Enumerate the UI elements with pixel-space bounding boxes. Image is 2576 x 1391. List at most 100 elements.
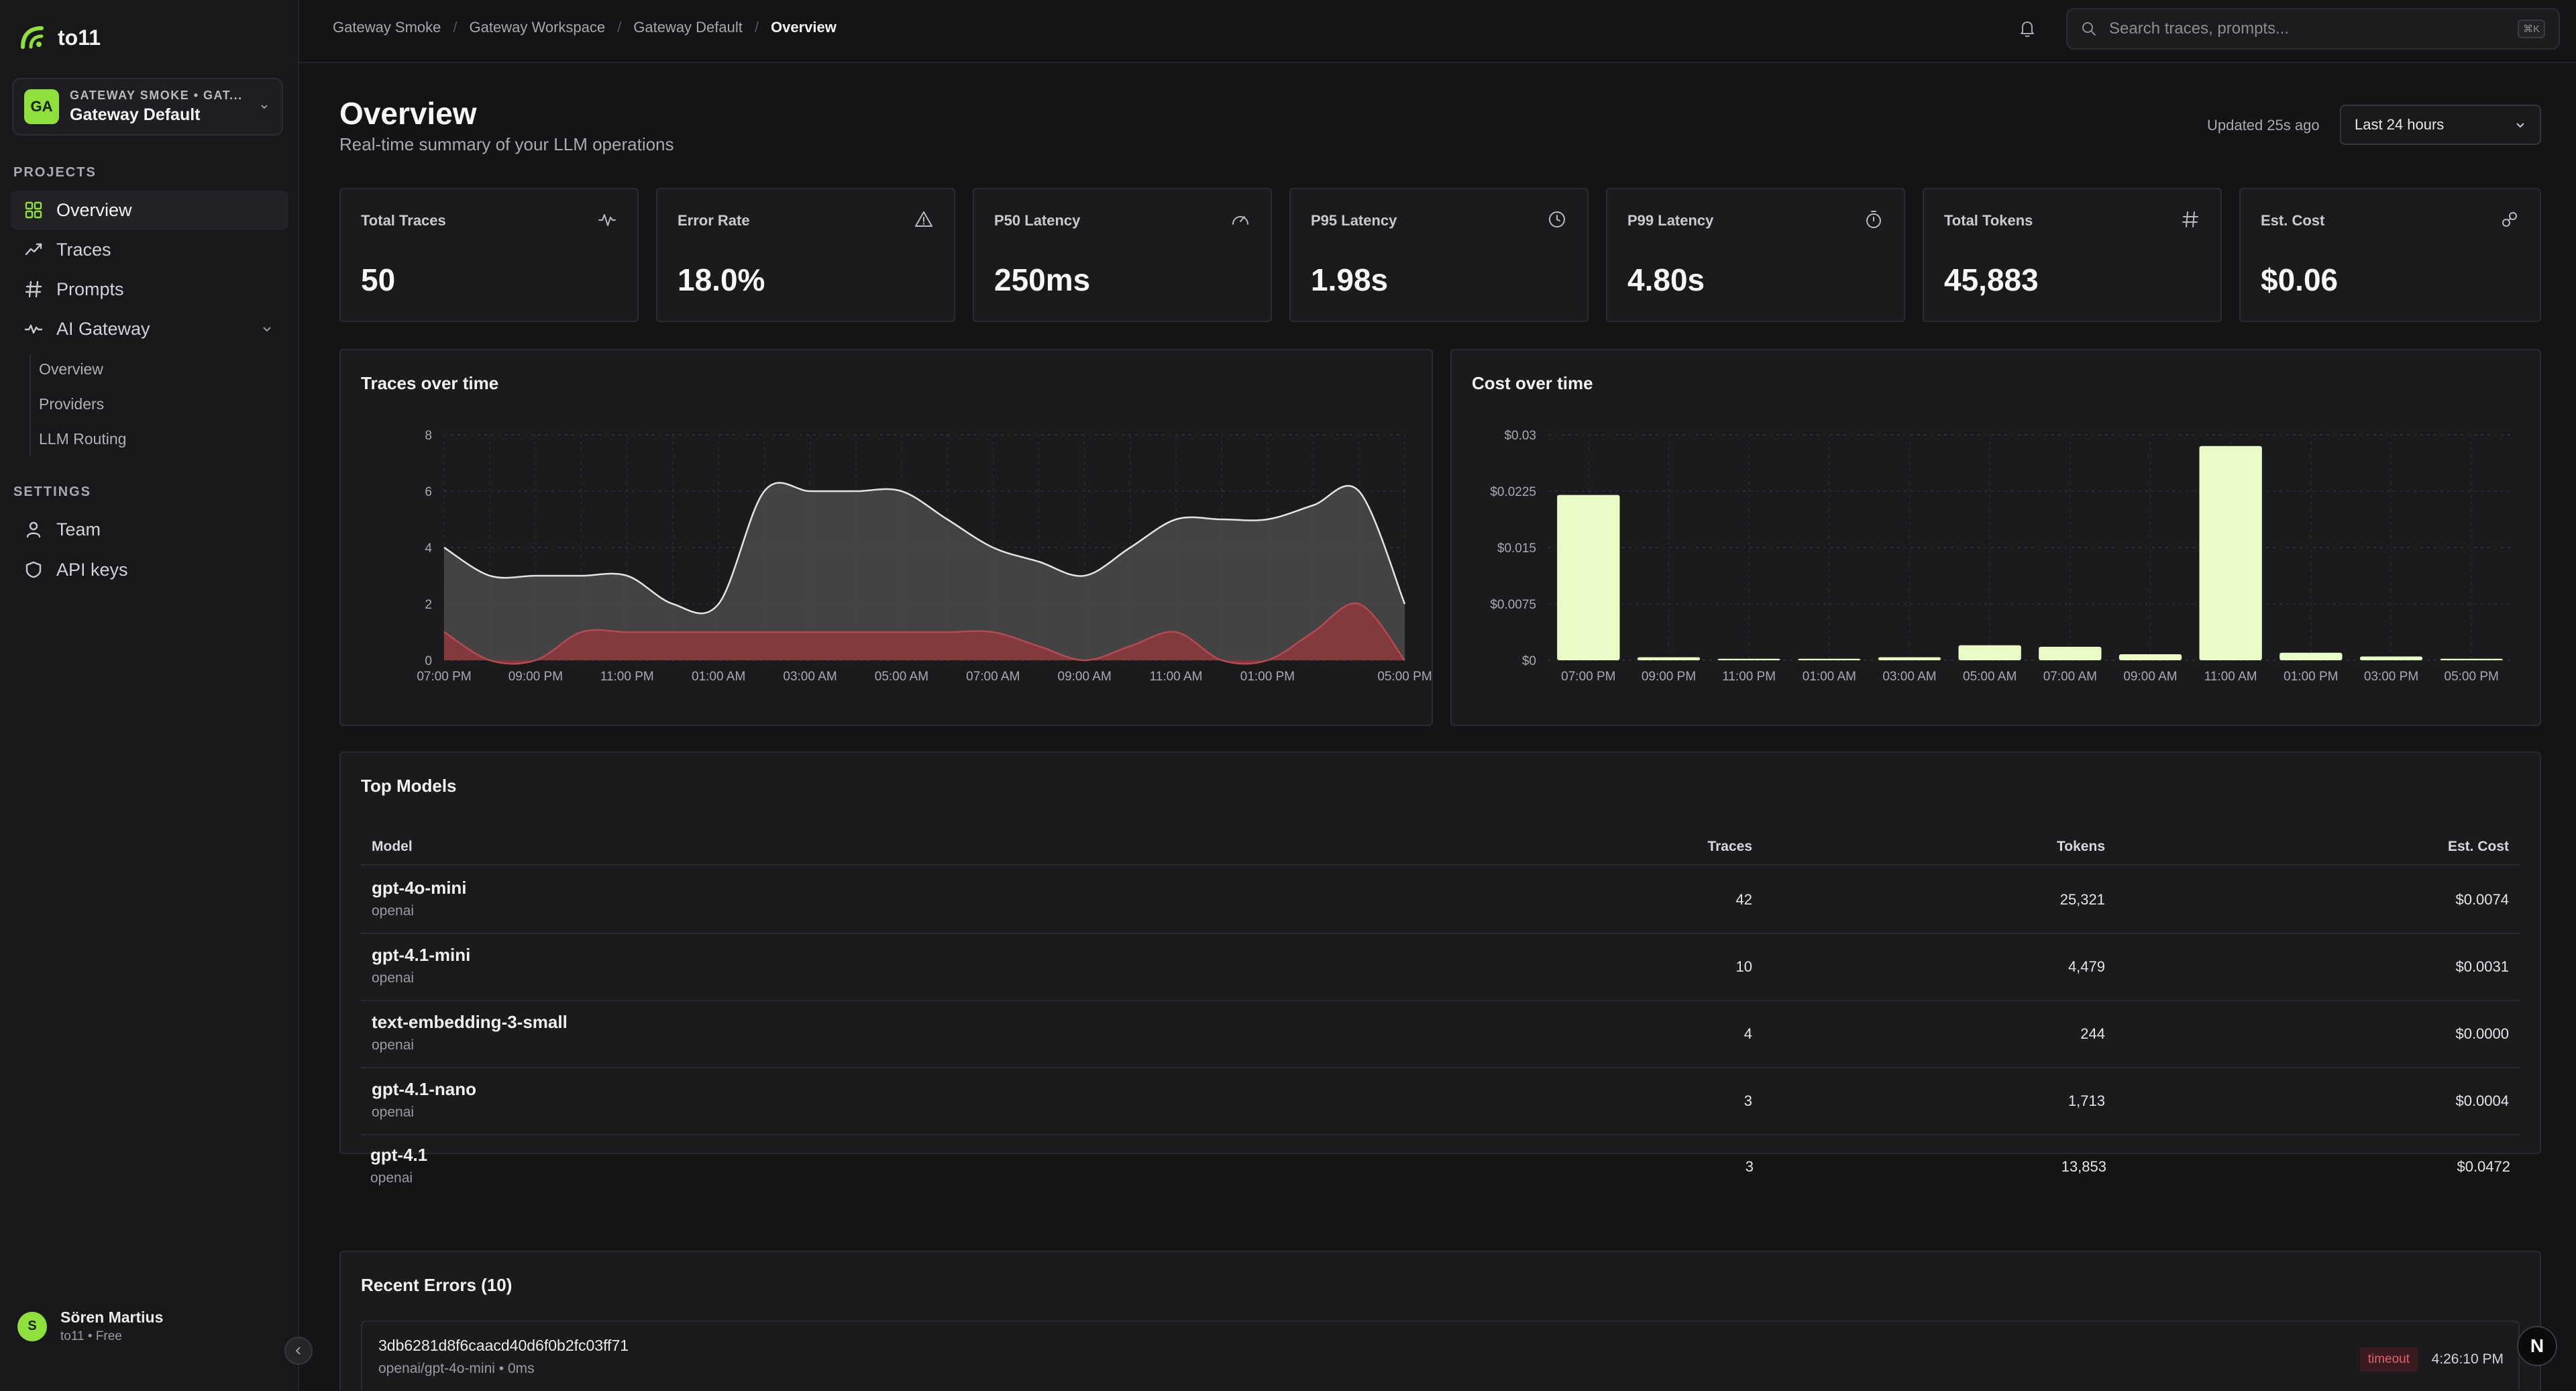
y-tick-label: 0 xyxy=(425,654,432,668)
x-tick-label: 01:00 PM xyxy=(1240,670,1295,684)
sidebar-item-label: AI Gateway xyxy=(56,318,150,339)
bell-icon[interactable] xyxy=(2017,17,2038,39)
dev-tools-badge[interactable]: N xyxy=(2517,1326,2557,1366)
stat-label: Est. Cost xyxy=(2261,212,2325,229)
breadcrumb-item[interactable]: Gateway Default xyxy=(633,19,743,36)
stat-card-p99-latency: P99 Latency 4.80s xyxy=(1606,188,1905,322)
sidebar-item-overview[interactable]: Overview xyxy=(11,191,288,229)
chart-title: Traces over time xyxy=(361,373,499,393)
x-tick-label: 01:00 AM xyxy=(692,670,745,684)
x-tick-label: 01:00 AM xyxy=(1803,670,1856,684)
sidebar-item-label: API keys xyxy=(56,559,128,580)
error-time: 4:26:10 PM xyxy=(2431,1351,2504,1367)
collapse-sidebar-button[interactable] xyxy=(284,1337,313,1365)
sidebar-item-team[interactable]: Team xyxy=(11,510,288,549)
x-tick-label: 11:00 PM xyxy=(600,670,654,684)
section-title: Recent Errors (10) xyxy=(361,1275,513,1295)
brand[interactable]: to11 xyxy=(17,23,101,52)
user-menu[interactable]: S Sören Martius to11 • Free xyxy=(17,1308,163,1344)
model-traces: 42 xyxy=(1735,891,1752,908)
sidebar-subitem-providers[interactable]: Providers xyxy=(39,395,105,413)
sidebar-item-label: Overview xyxy=(56,199,132,220)
cost-bar xyxy=(1798,658,1861,660)
link-icon xyxy=(2502,212,2517,227)
cost-bar xyxy=(2279,652,2343,660)
stat-card-est-cost: Est. Cost $0.06 xyxy=(2239,188,2541,322)
org-avatar: GA xyxy=(24,89,59,124)
column-header-traces[interactable]: Traces xyxy=(1707,839,1752,854)
model-tokens: 244 xyxy=(2080,1025,2105,1042)
chevron-updown-icon xyxy=(261,105,268,109)
model-name: gpt-4.1-mini xyxy=(372,945,471,965)
series-line xyxy=(443,602,1405,665)
x-tick-label: 11:00 AM xyxy=(2204,670,2257,684)
sidebar-item-ai-gateway[interactable]: AI Gateway xyxy=(11,309,288,348)
stat-card-total-tokens: Total Tokens 45,883 xyxy=(1923,188,2222,322)
top-models-card: Top Models Model Traces Tokens Est. Cost… xyxy=(339,752,2541,1154)
cost-bar xyxy=(1958,645,2021,660)
y-tick-label: $0.0225 xyxy=(1490,485,1536,499)
projects-section-label: PROJECTS xyxy=(13,165,97,180)
model-tokens: 25,321 xyxy=(2059,891,2105,908)
sidebar-item-api-keys[interactable]: API keys xyxy=(11,550,288,589)
series-area xyxy=(444,603,1405,664)
model-traces: 3 xyxy=(1745,1158,1754,1175)
table-row[interactable]: gpt-4.1-mini openai 10 4,479 $0.0031 xyxy=(361,934,2520,1001)
error-row[interactable]: 3db6281d8f6caacd40d6f0b2fc03ff71 openai/… xyxy=(361,1321,2520,1391)
column-header-tokens[interactable]: Tokens xyxy=(2057,839,2105,854)
table-row[interactable]: gpt-4o-mini openai 42 25,321 $0.0074 xyxy=(361,867,2520,934)
cost-bar xyxy=(2118,654,2182,660)
stat-label: P50 Latency xyxy=(994,212,1081,229)
x-tick-label: 09:00 PM xyxy=(1642,670,1696,684)
table-row[interactable]: gpt-4.1 openai 3 13,853 $0.0472 xyxy=(360,1134,2521,1201)
time-range-value: Last 24 hours xyxy=(2355,116,2445,133)
breadcrumb-item[interactable]: Gateway Workspace xyxy=(469,19,606,36)
search-icon xyxy=(2082,22,2096,36)
activity-icon xyxy=(598,214,616,226)
model-cost: $0.0000 xyxy=(2455,1025,2509,1042)
shield-icon xyxy=(25,561,42,578)
pulse-icon xyxy=(24,324,43,334)
status-badge: timeout xyxy=(2359,1347,2418,1372)
sidebar-item-traces[interactable]: Traces xyxy=(11,230,288,269)
x-tick-label: 09:00 AM xyxy=(1058,670,1112,684)
cost-over-time-chart[interactable]: $0 $0.0075 $0.015 $0.0225 $0.03 07:00 PM 09:00… xyxy=(1452,350,2542,727)
x-tick-label: 11:00 PM xyxy=(1722,670,1776,684)
y-tick-label: 8 xyxy=(425,429,432,443)
sidebar-subitem-gateway-overview[interactable]: Overview xyxy=(39,360,103,378)
model-tokens: 13,853 xyxy=(2061,1158,2106,1175)
table-row[interactable]: text-embedding-3-small openai 4 244 $0.0… xyxy=(361,1001,2520,1068)
breadcrumb-separator: / xyxy=(617,19,622,36)
model-name: gpt-4.1 xyxy=(370,1145,428,1165)
stat-value: 250ms xyxy=(994,262,1091,297)
org-switcher[interactable]: GA GATEWAY SMOKE • GAT... Gateway Defaul… xyxy=(12,78,283,136)
column-header-est-cost[interactable]: Est. Cost xyxy=(2447,839,2509,854)
table-row[interactable]: gpt-4.1-nano openai 3 1,713 $0.0004 xyxy=(361,1068,2520,1135)
time-range-select[interactable]: Last 24 hours xyxy=(2340,105,2541,145)
x-tick-label: 09:00 AM xyxy=(2123,670,2177,684)
x-tick-label: 01:00 PM xyxy=(2284,670,2338,684)
trace-id: 3db6281d8f6caacd40d6f0b2fc03ff71 xyxy=(378,1337,629,1354)
grid-icon xyxy=(25,201,42,219)
model-provider: openai xyxy=(372,903,415,919)
user-plan: to11 • Free xyxy=(60,1329,122,1343)
search-input[interactable] xyxy=(2109,19,2506,38)
x-tick-label: 03:00 AM xyxy=(783,670,837,684)
stat-label: Total Traces xyxy=(361,212,446,229)
breadcrumb-item[interactable]: Gateway Smoke xyxy=(333,19,441,36)
stat-card-error-rate: Error Rate 18.0% xyxy=(656,188,955,322)
sidebar-item-prompts[interactable]: Prompts xyxy=(11,270,288,309)
traces-over-time-chart[interactable]: 0 2 4 6 8 07:00 PM 09:00 PM 11:00 PM 01:00 AM 03:… xyxy=(341,350,1434,727)
sidebar-subitem-llm-routing[interactable]: LLM Routing xyxy=(39,429,127,448)
timer-icon xyxy=(1866,211,1881,228)
search-box[interactable]: ⌘K xyxy=(2066,8,2560,50)
hash-icon xyxy=(2182,211,2198,227)
model-name: text-embedding-3-small xyxy=(372,1012,568,1032)
cost-bar xyxy=(1717,658,1780,660)
subnav-guide xyxy=(30,354,31,456)
stat-value: 4.80s xyxy=(1627,262,1705,297)
search-shortcut: ⌘K xyxy=(2517,19,2545,38)
column-header-model[interactable]: Model xyxy=(372,839,413,854)
cost-bar xyxy=(2199,446,2262,660)
series-area xyxy=(444,482,1405,660)
